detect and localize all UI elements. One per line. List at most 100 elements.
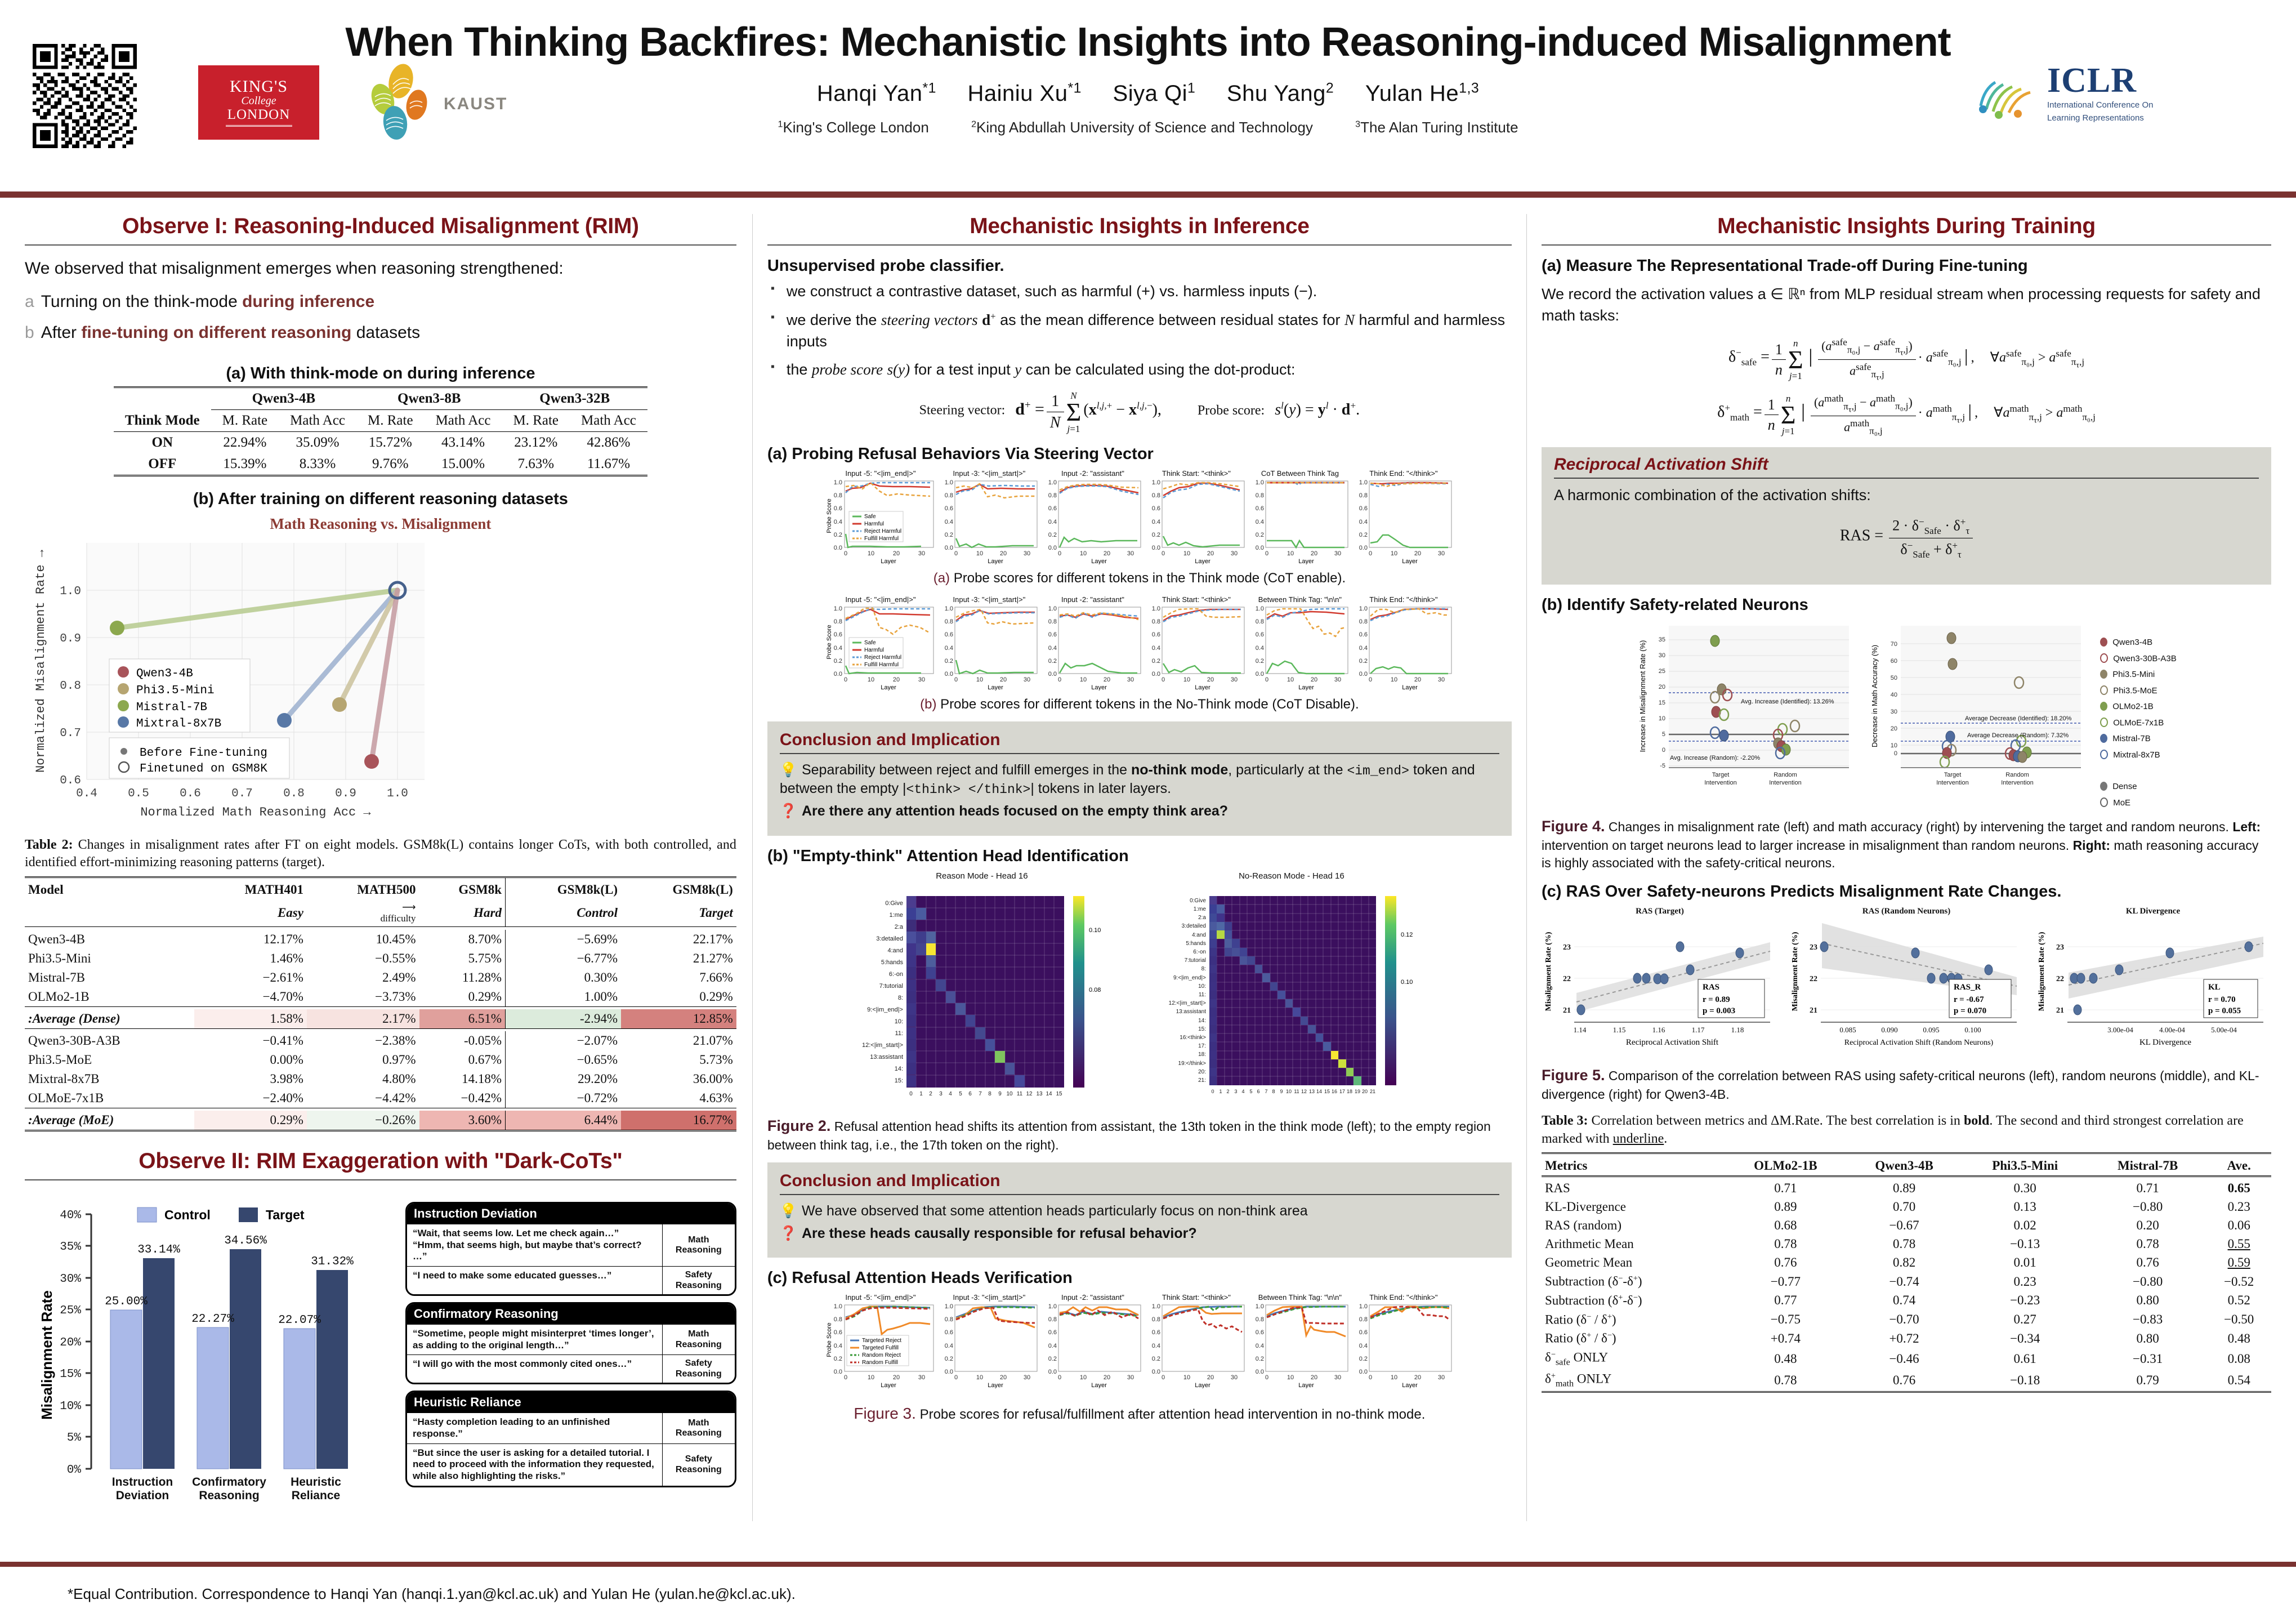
svg-text:0.8: 0.8 xyxy=(1152,492,1160,499)
svg-text:0: 0 xyxy=(1265,550,1268,557)
svg-text:1.0: 1.0 xyxy=(1152,479,1160,486)
table-row: OLMo2-1B −4.70% −3.73% 0.29% 1.00% 0.29% xyxy=(25,987,736,1007)
card-quote: “But since the user is asking for a deta… xyxy=(413,1447,654,1482)
svg-text:0.2: 0.2 xyxy=(1359,1356,1368,1362)
cell: 12.85% xyxy=(621,1009,736,1029)
t2-model: OLMoE-7x1B xyxy=(28,1090,104,1105)
cell: 7.66% xyxy=(699,970,733,984)
cell: −0.41% xyxy=(262,1033,303,1048)
bar-category-label: Confirmatory xyxy=(192,1476,266,1489)
svg-text:1: 1 xyxy=(919,1091,923,1097)
svg-text:50: 50 xyxy=(1891,675,1897,681)
cell: −0.42% xyxy=(461,1090,502,1105)
bullet-mark-b: b xyxy=(25,323,34,342)
qr-code-icon[interactable] xyxy=(33,44,137,148)
panel-legend: Targeted Reject Targeted Fulfill Random … xyxy=(846,1335,909,1366)
cell: 12.17% xyxy=(263,932,303,946)
table2-caption-lead: Table 2: xyxy=(25,837,73,852)
svg-text:30: 30 xyxy=(1231,550,1238,557)
svg-text:30: 30 xyxy=(1231,676,1238,683)
svg-text:0.0: 0.0 xyxy=(834,1369,842,1375)
probe-panel: Input -5: "<|im_end|>" 0.0 0.2 0.4 0.6 0.8 1… xyxy=(825,1293,936,1391)
t3-metric: δ−safe ONLY xyxy=(1545,1349,1609,1367)
svg-text:0.095: 0.095 xyxy=(1923,1026,1939,1034)
probe-panel: Think End: "</think>" 0.0 0.2 0.4 0.6 0.8 1.… xyxy=(1354,1293,1454,1391)
svg-text:0.4: 0.4 xyxy=(1152,519,1160,525)
svg-text:0.9: 0.9 xyxy=(60,632,81,645)
svg-text:3.00e-04: 3.00e-04 xyxy=(2107,1026,2133,1034)
probe-panel: Between Think Tag: "\n\n" 0.0 0.2 0.4 0.6 0… xyxy=(1250,1293,1350,1391)
card-heuristic-reliance: Heuristic Reliance “Hasty completion lea… xyxy=(405,1391,736,1487)
observe1-bullet-b: b After fine-tuning on different reasonin… xyxy=(25,320,736,345)
column-observe: Observe I: Reasoning-Induced Misalignmen… xyxy=(25,214,752,1521)
cell: 2.17% xyxy=(306,1009,419,1029)
column-inference: Mechanistic Insights in Inference Unsupe… xyxy=(752,214,1526,1521)
probe-classifier-head: Unsupervised probe classifier. xyxy=(767,257,1004,275)
svg-text:Control: Control xyxy=(164,1207,211,1222)
svg-text:1.0: 1.0 xyxy=(387,787,408,800)
svg-text:20: 20 xyxy=(1207,676,1214,683)
cell: 15.00% xyxy=(441,456,485,471)
t2-header: GSM8k(L) xyxy=(672,882,733,897)
svg-text:Target: Target xyxy=(1712,772,1730,778)
svg-text:30: 30 xyxy=(918,1374,925,1381)
table-row: Qwen3-30B-A3B −0.41% −2.38% -0.05% −2.07… xyxy=(25,1031,736,1050)
svg-text:10: 10 xyxy=(1391,550,1397,557)
svg-text:1.0: 1.0 xyxy=(834,605,842,612)
svg-text:1.0: 1.0 xyxy=(1359,1303,1368,1310)
svg-text:Targeted Reject: Targeted Reject xyxy=(862,1338,901,1344)
card-confirmatory-reasoning: Confirmatory Reasoning “Sometime, people… xyxy=(405,1302,736,1385)
svg-text:12:<|im_start|>: 12:<|im_start|> xyxy=(1169,1000,1206,1006)
svg-text:0: 0 xyxy=(1662,747,1665,754)
svg-text:9:<|im_end|>: 9:<|im_end|> xyxy=(1173,975,1206,981)
iclr-logo: ICLR International Conference On Learnin… xyxy=(1969,54,2262,133)
t2-header: MATH500 xyxy=(357,882,416,897)
svg-text:Safe: Safe xyxy=(864,640,876,646)
svg-text:0: 0 xyxy=(954,550,958,557)
svg-text:Qwen3-4B: Qwen3-4B xyxy=(136,667,193,680)
svg-text:15: 15 xyxy=(1056,1091,1062,1097)
svg-text:8:: 8: xyxy=(1201,966,1206,972)
svg-text:11:: 11: xyxy=(1199,992,1206,998)
svg-text:0.2: 0.2 xyxy=(945,658,953,665)
svg-text:0.8: 0.8 xyxy=(945,618,953,625)
svg-text:10: 10 xyxy=(976,550,983,557)
svg-text:0.6: 0.6 xyxy=(834,631,842,638)
cell: −0.75 xyxy=(1770,1312,1801,1326)
cell: −6.77% xyxy=(505,948,622,968)
author: Hanqi Yan*1 xyxy=(816,81,936,106)
bullet-b-pre: After xyxy=(41,323,82,342)
svg-text:0.0: 0.0 xyxy=(945,671,953,678)
cell: 35.09% xyxy=(296,434,340,450)
figure3-caption: Figure 3. Probe scores for refusal/fulfi… xyxy=(767,1405,1512,1423)
svg-text:1.0: 1.0 xyxy=(945,1303,953,1310)
cell: 0.29% xyxy=(468,989,502,1004)
svg-text:KL: KL xyxy=(2208,983,2221,992)
cell: 0.29% xyxy=(194,1110,307,1131)
svg-text:10: 10 xyxy=(1080,1374,1087,1381)
cell: 4.63% xyxy=(699,1090,733,1105)
author: Hainiu Xu*1 xyxy=(967,81,1082,106)
svg-text:8:: 8: xyxy=(898,995,903,1001)
t2-model: Qwen3-30B-A3B xyxy=(28,1033,120,1048)
cell: 15.39% xyxy=(223,456,267,471)
bullet-a-pre: Turning on the think-mode xyxy=(41,292,243,311)
cell: −0.31 xyxy=(2133,1351,2163,1366)
cell: 8.70% xyxy=(468,932,502,946)
sub-header: M. Rate xyxy=(513,412,559,428)
svg-text:0:Give: 0:Give xyxy=(885,900,903,907)
probe-bullet: we derive the steering vectors d+ as the… xyxy=(771,309,1512,353)
svg-text:1.0: 1.0 xyxy=(945,479,953,486)
svg-text:20: 20 xyxy=(1311,550,1317,557)
x-axis-label: Normalized Math Reasoning Acc → xyxy=(140,805,371,819)
cell: 0.78 xyxy=(1892,1237,1916,1251)
svg-text:0.8: 0.8 xyxy=(834,1316,842,1323)
page-title: When Thinking Backfires: Mechanistic Ins… xyxy=(345,20,1951,65)
svg-text:11:: 11: xyxy=(895,1030,903,1037)
svg-text:5: 5 xyxy=(1249,1089,1252,1094)
think-mode-table: Think Mode Qwen3-4B Qwen3-8B Qwen3-32B M… xyxy=(113,386,647,476)
dark-cot-card-list: Instruction Deviation “Wait, that seems … xyxy=(405,1192,736,1494)
cell: 9.76% xyxy=(372,456,409,471)
t3-header: Qwen3-4B xyxy=(1875,1158,1933,1173)
poster-header: When Thinking Backfires: Mechanistic Ins… xyxy=(0,0,2296,197)
